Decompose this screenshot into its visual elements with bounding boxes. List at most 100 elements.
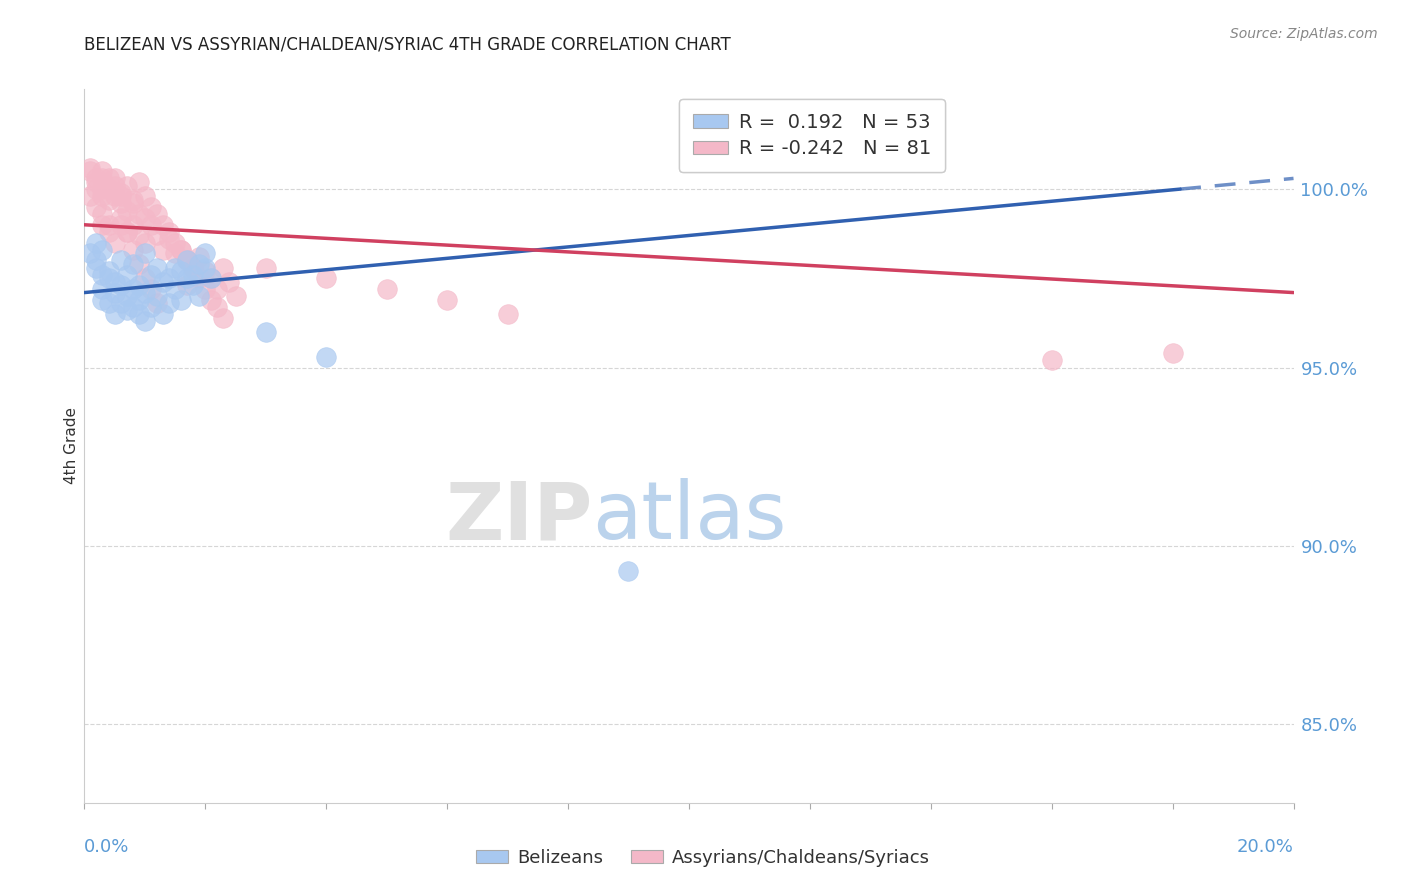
Point — [157, 232, 180, 246]
Point — [104, 285, 127, 300]
Point — [115, 178, 138, 193]
Point — [170, 243, 193, 257]
Point — [97, 171, 120, 186]
Point — [212, 260, 235, 275]
Point — [104, 275, 127, 289]
Point — [146, 207, 169, 221]
Point — [134, 211, 156, 225]
Point — [128, 278, 150, 293]
Point — [110, 211, 132, 225]
Text: 0.0%: 0.0% — [84, 838, 129, 856]
Point — [91, 171, 114, 186]
Point — [110, 196, 132, 211]
Point — [121, 218, 143, 232]
Point — [152, 218, 174, 232]
Point — [86, 260, 108, 275]
Point — [134, 271, 156, 285]
Point — [212, 310, 235, 325]
Legend: R =  0.192   N = 53, R = -0.242   N = 81: R = 0.192 N = 53, R = -0.242 N = 81 — [679, 99, 945, 172]
Point — [315, 271, 337, 285]
Point — [110, 253, 132, 268]
Point — [176, 278, 198, 293]
Point — [181, 260, 204, 275]
Point — [134, 285, 156, 300]
Point — [139, 200, 162, 214]
Text: 20.0%: 20.0% — [1237, 838, 1294, 856]
Point — [200, 293, 222, 307]
Point — [139, 268, 162, 282]
Point — [121, 300, 143, 314]
Point — [165, 282, 187, 296]
Point — [170, 243, 193, 257]
Point — [115, 268, 138, 282]
Point — [104, 171, 127, 186]
Point — [128, 257, 150, 271]
Point — [121, 257, 143, 271]
Point — [139, 218, 162, 232]
Point — [115, 289, 138, 303]
Point — [176, 253, 198, 268]
Point — [110, 186, 132, 200]
Point — [91, 293, 114, 307]
Point — [134, 314, 156, 328]
Point — [165, 235, 187, 250]
Point — [91, 189, 114, 203]
Text: ZIP: ZIP — [444, 478, 592, 557]
Point — [1161, 346, 1184, 360]
Point — [104, 307, 127, 321]
Point — [97, 225, 120, 239]
Point — [176, 253, 198, 268]
Point — [97, 218, 120, 232]
Point — [110, 296, 132, 310]
Point — [91, 207, 114, 221]
Point — [128, 307, 150, 321]
Point — [194, 260, 217, 275]
Legend: Belizeans, Assyrians/Chaldeans/Syriacs: Belizeans, Assyrians/Chaldeans/Syriacs — [468, 842, 938, 874]
Point — [1040, 353, 1063, 368]
Point — [128, 175, 150, 189]
Point — [91, 243, 114, 257]
Point — [121, 196, 143, 211]
Point — [146, 260, 169, 275]
Point — [121, 282, 143, 296]
Point — [134, 189, 156, 203]
Point — [496, 307, 519, 321]
Point — [225, 289, 247, 303]
Point — [139, 282, 162, 296]
Point — [139, 300, 162, 314]
Point — [200, 271, 222, 285]
Point — [121, 243, 143, 257]
Point — [146, 228, 169, 243]
Point — [181, 268, 204, 282]
Point — [152, 275, 174, 289]
Point — [188, 289, 211, 303]
Point — [91, 164, 114, 178]
Point — [79, 164, 101, 178]
Point — [104, 178, 127, 193]
Point — [375, 282, 398, 296]
Point — [128, 207, 150, 221]
Point — [617, 564, 640, 578]
Point — [79, 246, 101, 260]
Point — [115, 225, 138, 239]
Point — [134, 246, 156, 260]
Point — [97, 271, 120, 285]
Point — [194, 264, 217, 278]
Point — [181, 278, 204, 293]
Point — [79, 161, 101, 175]
Point — [86, 200, 108, 214]
Point — [152, 307, 174, 321]
Y-axis label: 4th Grade: 4th Grade — [63, 408, 79, 484]
Point — [176, 253, 198, 268]
Point — [97, 182, 120, 196]
Point — [128, 293, 150, 307]
Point — [91, 268, 114, 282]
Point — [146, 289, 169, 303]
Point — [254, 325, 277, 339]
Text: BELIZEAN VS ASSYRIAN/CHALDEAN/SYRIAC 4TH GRADE CORRELATION CHART: BELIZEAN VS ASSYRIAN/CHALDEAN/SYRIAC 4TH… — [84, 36, 731, 54]
Point — [194, 282, 217, 296]
Point — [91, 182, 114, 196]
Point — [110, 218, 132, 232]
Point — [176, 271, 198, 285]
Point — [194, 246, 217, 260]
